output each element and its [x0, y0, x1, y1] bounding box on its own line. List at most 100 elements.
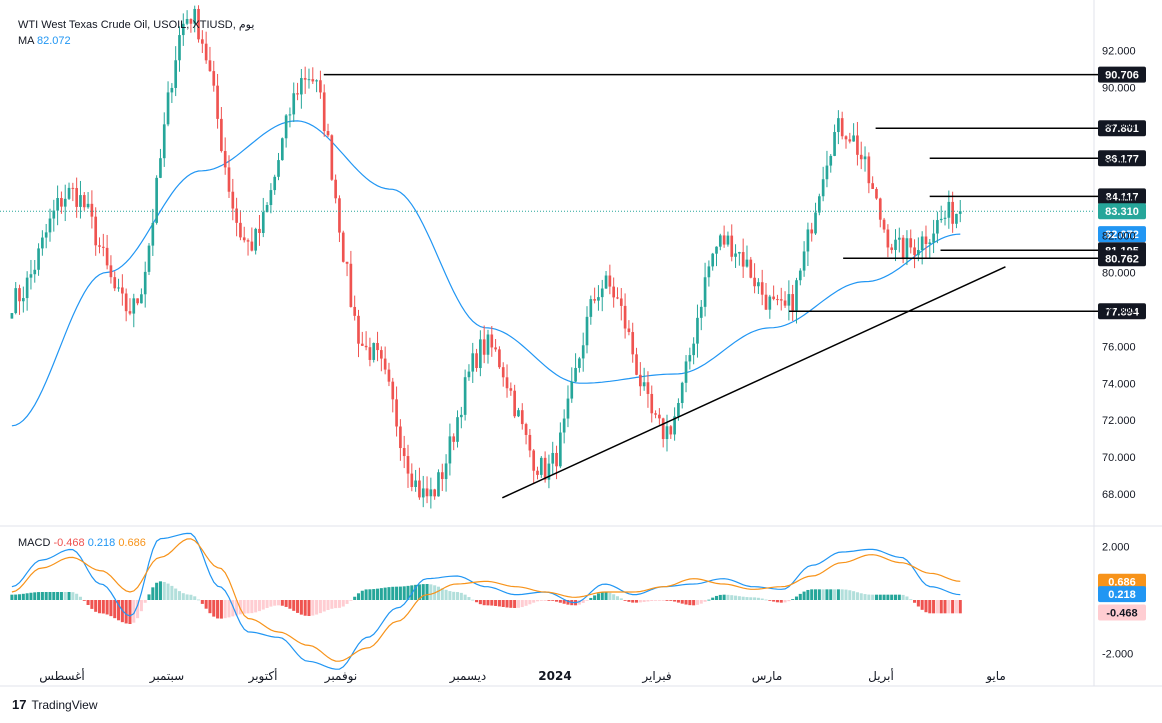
macd-hist-bar: [341, 600, 345, 607]
candle-body: [745, 259, 749, 267]
price-axis[interactable]: 68.000 70.000 72.000 74.000 76.000 78.000 80.0…: [1102, 46, 1136, 661]
macd-hist-bar: [897, 594, 901, 600]
candle-body: [296, 93, 299, 95]
candle-body: [684, 361, 688, 383]
candle-body: [844, 136, 848, 140]
macd-hist-bar: [478, 600, 482, 605]
trendline[interactable]: [501, 266, 1006, 499]
macd-hist-bar: [44, 592, 48, 600]
candle-body: [44, 232, 48, 238]
candle-body: [585, 316, 589, 346]
macd-hist-bar: [734, 595, 738, 600]
macd-hist-bar: [459, 592, 463, 600]
macd-hist-bar: [532, 600, 536, 603]
time-tick-label: أكتوبر: [248, 668, 278, 684]
macd-hist-bar: [566, 600, 570, 605]
level-tag-label: 90.706: [1105, 70, 1139, 82]
candle-body: [326, 131, 330, 136]
candle-body: [143, 271, 147, 295]
macd-hist-bar: [21, 593, 25, 600]
macd-hist-bar: [684, 600, 688, 605]
candle-body: [715, 246, 718, 254]
macd-hist-bar: [878, 594, 882, 600]
candle-body: [936, 220, 939, 234]
macd-hist-bar: [562, 600, 566, 604]
candle-body: [21, 298, 25, 302]
candle-body: [692, 343, 695, 356]
macd-hist-bar: [86, 600, 90, 606]
candle-body: [380, 350, 383, 359]
candle-body: [760, 282, 764, 295]
macd-hist-bar: [383, 587, 387, 600]
candle-body: [105, 247, 109, 266]
candle-body: [856, 135, 859, 155]
candle-body: [117, 287, 120, 289]
candle-body: [840, 118, 844, 137]
candle-body: [227, 167, 231, 192]
macd-hist-bar: [402, 586, 406, 600]
macd-hist-bar: [330, 600, 334, 609]
level-tag: [1098, 150, 1146, 167]
candle-body: [608, 275, 612, 287]
macd-hist-bar: [387, 587, 391, 600]
candle-body: [189, 18, 193, 24]
macd-hist-bar: [829, 589, 833, 600]
candle-body: [638, 374, 642, 387]
macd-label: MACD: [18, 537, 51, 549]
macd-hist-bar: [292, 600, 296, 611]
candle-body: [718, 235, 722, 247]
macd-hist-bar: [452, 591, 456, 600]
candle-body: [897, 237, 901, 240]
macd-hist-bar: [235, 600, 239, 616]
candle-body: [63, 198, 67, 207]
macd-hist-bar: [924, 600, 928, 613]
horizontal-levels[interactable]: 90.70687.80186.17784.11781.19580.76277.8…: [323, 66, 1146, 320]
tradingview-logo[interactable]: 17 TradingView: [12, 697, 98, 712]
macd-hist-bar: [825, 589, 829, 600]
candle-body: [463, 377, 467, 415]
macd-hist-tag: [1098, 604, 1146, 621]
candle-body: [520, 410, 524, 425]
candle-body: [848, 139, 852, 142]
macd-hist-bar: [852, 591, 856, 600]
macd-hist-bar: [71, 592, 75, 600]
candle-body: [341, 232, 345, 262]
candle-body: [197, 8, 200, 40]
level-tag-label: 80.762: [1105, 253, 1139, 265]
candle-body: [246, 240, 250, 242]
candle-body: [909, 238, 913, 248]
time-axis[interactable]: أغسطس سبتمبر أكتوبر نوفمبر ديسمبر 2024 فبراير م…: [39, 668, 1006, 684]
macd-hist-bar: [730, 595, 734, 600]
macd-hist-bar: [124, 600, 128, 624]
macd-hist-bar: [216, 600, 220, 619]
candle-body: [402, 448, 406, 457]
candle-body: [707, 266, 711, 278]
macd-hist-bar: [353, 596, 357, 600]
macd-hist-bar: [189, 594, 193, 600]
macd-hist-bar: [855, 592, 859, 600]
candle-body: [532, 450, 536, 471]
macd-hist-bar: [646, 600, 650, 602]
time-tick-label: أغسطس: [39, 668, 84, 684]
macd-hist-bar: [753, 597, 757, 600]
macd-hist-bar: [97, 600, 102, 614]
macd-hist-bar: [943, 600, 947, 614]
candle-body: [505, 377, 509, 389]
candle-body: [261, 212, 265, 233]
candle-body: [52, 210, 56, 219]
candle-body: [509, 388, 513, 391]
macd-hist-bar: [315, 600, 319, 615]
macd-hist-bar: [391, 586, 395, 600]
ma-path: [11, 120, 961, 427]
candles: [0, 5, 1094, 509]
candle-body: [589, 299, 593, 317]
macd-hist-bar: [113, 600, 117, 619]
macd-hist-bar: [642, 600, 646, 602]
candle-body: [768, 296, 772, 310]
candle-body: [795, 280, 798, 311]
logo-text: TradingView: [31, 697, 98, 712]
candle-body: [147, 245, 151, 272]
candle-body: [680, 382, 684, 404]
